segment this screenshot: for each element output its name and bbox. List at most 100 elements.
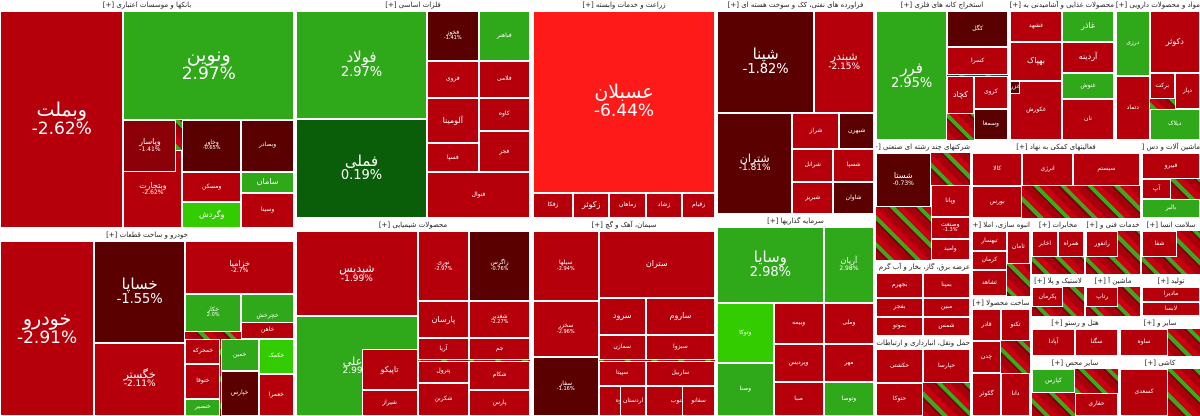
sector-title[interactable]: سلامت انسا [+] [1142,220,1200,231]
stock-tile-خودرو[interactable]: خودرو -2.91% [0,241,95,416]
stock-tile-سپیتا[interactable]: سپیتا [598,360,646,387]
sector-petroleum[interactable]: فراورده های نفتی، کک و سوخت هسته ای [+] … [717,0,874,214]
sector-title[interactable]: مواد و محصولات دارویی [+] [1116,0,1200,11]
stock-tile-زاگرس[interactable]: زاگرس -0.76% [469,231,530,302]
stock-tile-دانا[interactable]: دانا [1001,373,1030,416]
stock-tile-پترول[interactable]: پترول [417,360,470,383]
sector-title[interactable]: عرضه برق، گاز، بخار و آب گرم [+] [876,262,970,273]
stock-tile-فنوال[interactable]: فنوال [427,172,530,218]
stock-tile-سمازن[interactable]: سمازن [598,334,646,361]
stock-tile-فولاد[interactable]: فولاد 2.97% [296,11,428,119]
sector-title[interactable]: شرکتهای چند رشته ای صنعتی [+] [876,142,970,153]
stock-tile-مادیرا[interactable]: مادیرا [1142,287,1200,302]
stock-tile-غنوش[interactable]: غنوش [1062,72,1114,99]
stock-tile-تکنو[interactable]: تکنو [1001,309,1030,342]
stock-tile-فسپا[interactable]: فسپا [427,143,479,173]
stock-tile-وپانا[interactable]: وپانا [930,185,970,218]
stock-tile-وبصادر[interactable]: وبصادر [241,119,294,172]
sector-tiles-ceramics[interactable]: کاشی [+] کسعدی [1120,358,1200,416]
sector-construction[interactable]: انبوه سازی، املا [+] تبهسار کرمان ثشاهد ثام… [972,220,1030,296]
stock-tile-فرر[interactable]: فرر 2.95% [876,11,948,140]
stock-tile-وسمعا[interactable]: وسمعا [973,109,1008,140]
sector-title[interactable]: تولید [+] [1142,276,1200,287]
sector-title[interactable]: ماشین آلات و دس [+] [1142,142,1200,153]
stock-tile-همراه[interactable]: همراه [1058,231,1084,257]
sector-title[interactable]: سیمان، آهک و گچ [+] [533,220,715,231]
sector-title[interactable]: حمل ونقل، انبارداری و ارتباطات [+] [876,338,970,349]
stock-tile-کرمان[interactable]: کرمان [972,250,1007,270]
stock-tile-شتران[interactable]: شتران -1.81% [717,112,793,214]
stock-tile-شسپا[interactable]: شسپا [833,149,874,182]
sector-title[interactable]: محصولات شیمیایی [+] [296,220,530,231]
stock-tile-صبا[interactable]: صبا [773,381,824,416]
sector-title[interactable]: محصولات غذایی و آشامیدنی به [+] [1010,0,1114,11]
stock-tile-جم[interactable]: جم [469,338,530,361]
sector-financial-aux[interactable]: فعالیتهای کمکی به نهاد [+] کالا انرژی بورس… [972,142,1140,218]
stock-tile-آریا[interactable]: آریا [417,338,470,361]
stock-tile-شاوان[interactable]: شاوان [833,181,874,214]
stock-tile-شبندر[interactable]: شبندر -2.15% [814,11,874,113]
sector-fabricated-metal[interactable]: ساخت محصولا [+] قادر چدن تکنو گکوثر دانا [972,298,1030,416]
sector-title[interactable]: استخراج کانه های فلزی [+] [876,0,1008,11]
stock-tile-ومسکن[interactable]: ومسکن [182,171,242,202]
stock-tile-خعمرا[interactable]: خعمرا [258,374,294,416]
stock-tile-ثشاهد[interactable]: ثشاهد [972,270,1007,296]
stock-tile-سگنا[interactable]: سگنا [1075,329,1118,356]
sector-chemicals[interactable]: محصولات شیمیایی [+] شپدیس -1.99% بوعلی 2.99… [296,220,530,416]
stock-tile-ساربیل[interactable]: ساربیل [645,360,715,387]
stock-tile-سبزوا[interactable]: سبزوا [645,334,715,361]
stock-tile-حفاری[interactable]: حفاری [1075,392,1118,416]
sector-banks[interactable]: بانکها و موسسات اعتباری [+] وبملت -2.62% و… [0,0,294,228]
sector-cement[interactable]: سیمان، آهک و گچ [+] سیلها -2.94% سخزر -2.96… [533,220,715,416]
stock-tile-وملی[interactable]: وملی [823,302,874,345]
stock-tile-آریان[interactable]: آریان 2.98% [823,227,874,303]
stock-tile-نان[interactable]: نان [1062,98,1114,140]
stock-tile-دپاز[interactable]: دپاز [1174,72,1200,110]
stock-tile-کالا[interactable]: کالا [972,153,1023,186]
stock-tile-مهر[interactable]: مهر [823,344,874,382]
sector-telecom[interactable]: مخابرات [+] اخابر همراه [1032,220,1084,274]
stock-tile-رانفور[interactable]: رانفور [1086,231,1119,257]
stock-tile-ساروم[interactable]: ساروم [645,297,715,335]
stock-tile-قادر[interactable]: قادر [972,309,1001,342]
stock-tile-خمین[interactable]: خمین [220,339,259,371]
stock-tile-سفار[interactable]: سفار -1.16% [533,356,599,416]
sector-basic-metals[interactable]: فلزات اساسی [+] فولاد 2.97% فملی 0.19% فخوز -… [296,0,530,218]
stock-tile-فلامی[interactable]: فلامی [478,60,530,98]
stock-tile-سخزر[interactable]: سخزر -2.96% [533,301,599,357]
stock-tile-وگردش[interactable]: وگردش [182,201,242,228]
stock-tile-زکوثر[interactable]: زکوثر [573,193,610,218]
sector-transport[interactable]: حمل ونقل، انبارداری و ارتباطات [+] حکشتی… [876,338,970,416]
stock-tile-نوری[interactable]: نوری -2.97% [417,231,470,302]
stock-tile-مبین[interactable]: مبین [923,298,970,318]
stock-tile-وبملت[interactable]: وبملت -2.62% [0,11,124,228]
sector-investment[interactable]: سرمایه گذاریها [+] وسایا 2.98% آریان 2.98% و… [717,216,874,416]
stock-tile-شراز[interactable]: شراز [792,112,840,150]
stock-tile-فروی[interactable]: فروی [427,60,479,98]
stock-tile-فباهنر[interactable]: فباهنر [478,11,530,61]
stock-tile-سیستم[interactable]: سیستم [1072,153,1140,186]
stock-tile-کگل[interactable]: کگل [947,11,1008,48]
stock-tile-پکرمان[interactable]: پکرمان [1032,287,1064,308]
stock-tile-خنصیر[interactable]: خنصیر [185,398,221,416]
stock-tile-پارس[interactable]: پارس [469,390,530,416]
sector-hotels[interactable]: هتل و رستو [+] آپادا سگنا [1032,318,1118,356]
sector-machinery-2[interactable]: ماشین آ [+] رتاپ [1086,276,1140,316]
stock-tile-غاذر[interactable]: غاذر [1062,11,1114,42]
sector-title[interactable]: مخابرات [+] [1032,220,1084,231]
stock-tile-وبیمه[interactable]: وبیمه [773,302,824,345]
stock-tile-بالبر[interactable]: بالبر [1142,198,1200,218]
stock-tile-آپ[interactable]: آپ [1142,179,1171,199]
stock-tile-بهپاک[interactable]: بهپاک [1010,41,1062,81]
stock-tile-کاوه[interactable]: کاوه [478,97,530,132]
stock-tile-وتوصا[interactable]: وتوصا [823,381,874,416]
sector-title[interactable]: کاشی [+] [1120,358,1200,369]
stock-tile-شرانل[interactable]: شرانل [792,149,834,182]
stock-tile-کسرا[interactable]: کسرا [947,47,1008,76]
stock-tile-بفجر[interactable]: بفجر [876,298,923,318]
stock-tile-ساوه[interactable]: ساوه [1120,329,1168,356]
stock-tile-آلومینا[interactable]: آلومینا [427,97,479,144]
sector-title[interactable]: فعالیتهای کمکی به نهاد [+] [972,142,1140,153]
sector-other[interactable]: سایر و [+] ساوه [1120,318,1200,356]
sector-food[interactable]: محصولات غذایی و آشامیدنی به [+] بهپاک آرد… [1010,0,1114,140]
